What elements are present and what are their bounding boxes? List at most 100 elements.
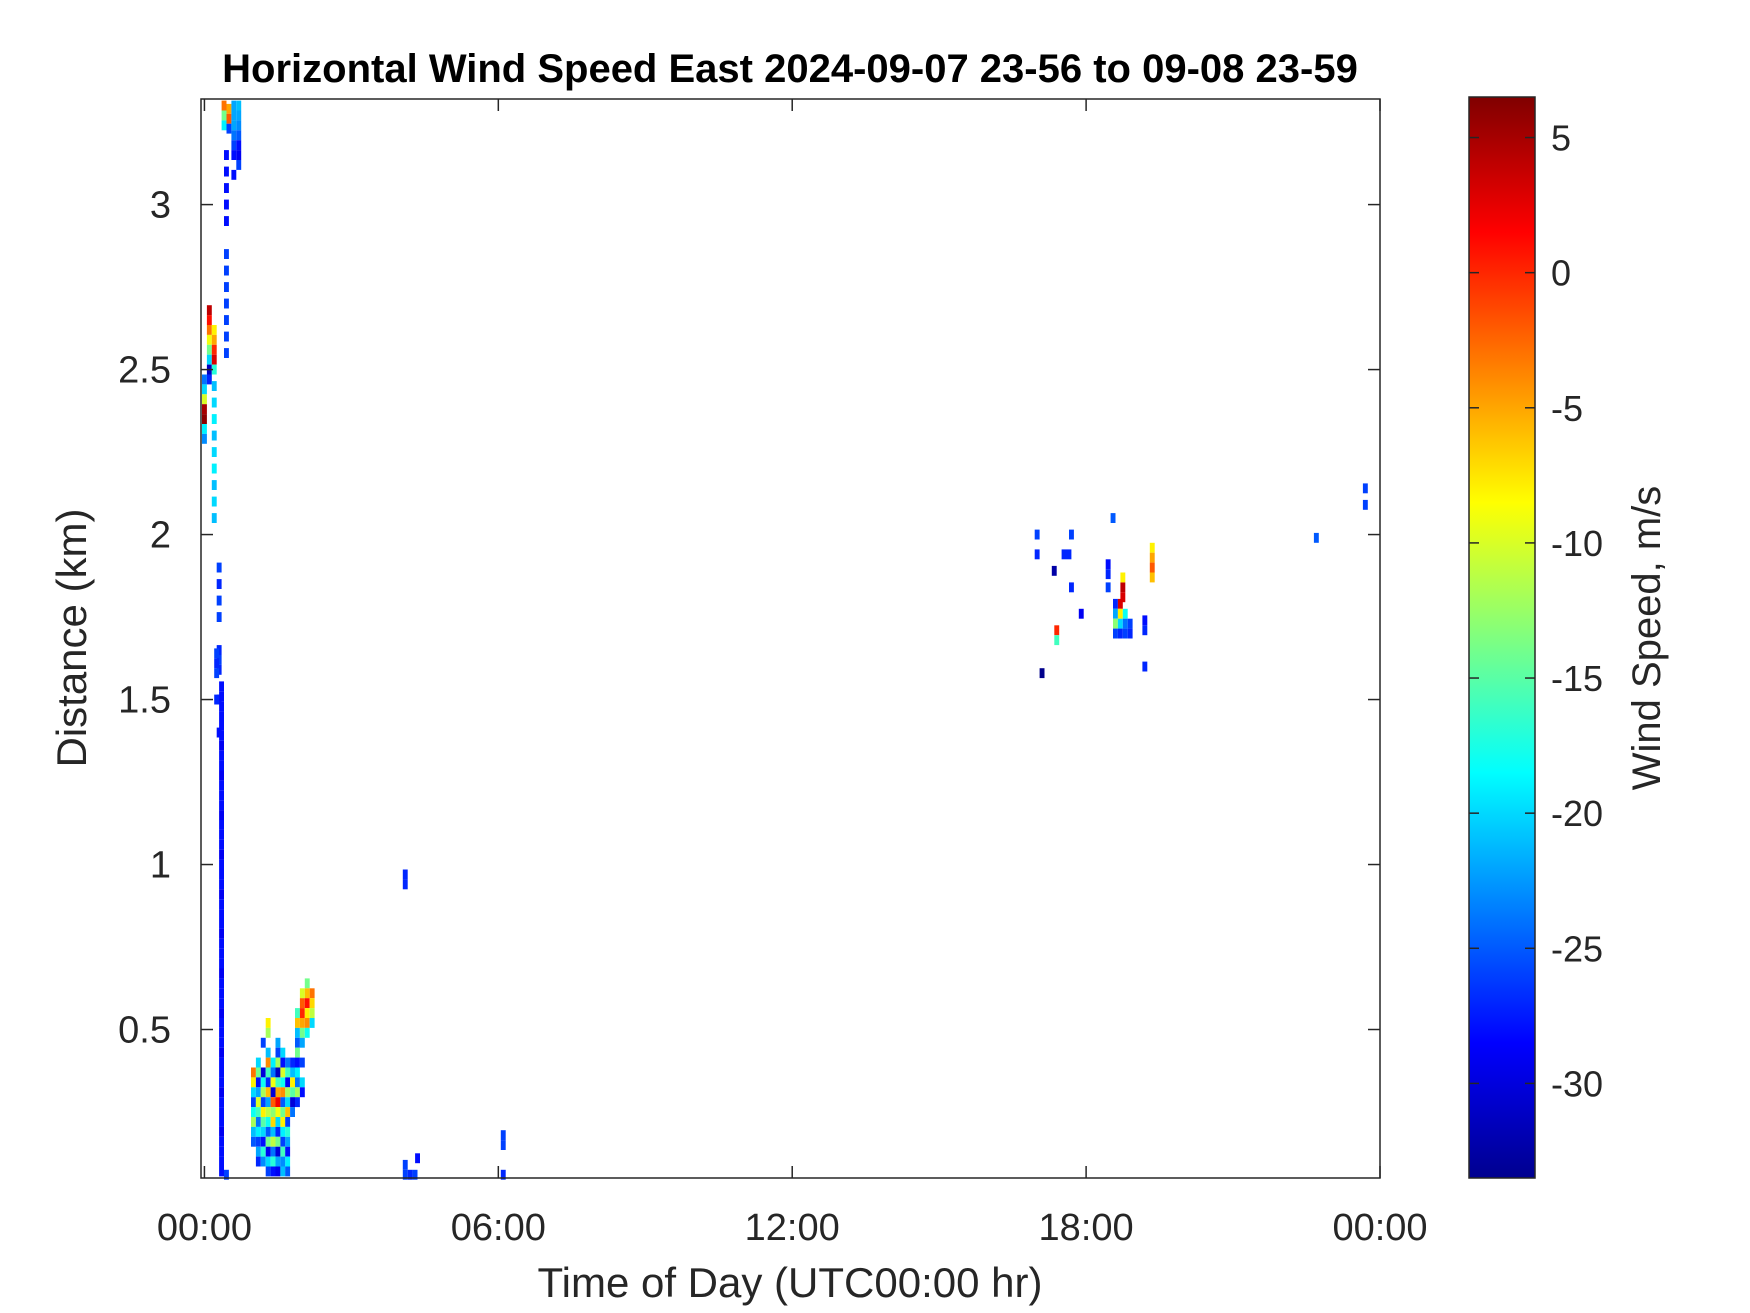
heatmap-cell: [251, 1126, 256, 1137]
heatmap-cells: [202, 100, 1368, 1180]
heatmap-cell: [265, 1146, 271, 1157]
heatmap-cell: [219, 849, 224, 860]
heatmap-cell: [216, 664, 222, 675]
heatmap-cell: [219, 711, 224, 721]
heatmap-cell: [285, 1166, 291, 1177]
heatmap-cell: [211, 325, 217, 335]
heatmap-cell: [285, 1117, 291, 1127]
heatmap-cell: [1113, 618, 1118, 629]
heatmap-cell: [214, 658, 220, 669]
y-axis-label: Distance (km): [48, 508, 95, 767]
heatmap-cell: [236, 130, 242, 141]
heatmap-cell: [299, 1008, 305, 1018]
colorbar-tick-label: -5: [1551, 388, 1583, 429]
heatmap-cell: [219, 839, 224, 850]
heatmap-cell: [236, 100, 242, 111]
heatmap-cell: [270, 1087, 276, 1098]
heatmap-cell: [214, 694, 220, 705]
heatmap-cell: [299, 1057, 305, 1068]
heatmap-cell: [236, 150, 242, 160]
heatmap-cell: [1142, 615, 1148, 626]
y-tick-label: 0.5: [118, 1010, 171, 1052]
heatmap-cell: [1313, 532, 1319, 543]
x-tick-label: 12:00: [745, 1207, 840, 1249]
heatmap-cell: [275, 1057, 281, 1068]
y-tick-label: 1.5: [118, 680, 171, 722]
heatmap-cell: [219, 770, 224, 781]
heatmap-cell: [1051, 565, 1057, 576]
heatmap-cell: [219, 1126, 224, 1137]
heatmap-cell: [260, 1077, 266, 1088]
heatmap-cell: [219, 909, 224, 919]
heatmap-cell: [285, 1087, 291, 1098]
heatmap-cell: [309, 1018, 315, 1028]
heatmap-cell: [219, 938, 224, 949]
heatmap-cell: [295, 1077, 300, 1088]
heatmap-cell: [255, 1087, 261, 1098]
heatmap-cell: [285, 1057, 291, 1068]
heatmap-cell: [219, 1027, 224, 1038]
heatmap-cell: [206, 334, 212, 345]
heatmap-cell: [304, 998, 310, 1009]
heatmap-cell: [1054, 625, 1060, 636]
heatmap-cell: [295, 1067, 300, 1078]
heatmap-cell: [265, 1117, 271, 1127]
heatmap-cell: [260, 1126, 266, 1137]
colorbar-label: Wind Speed, m/s: [1625, 486, 1669, 791]
heatmap-cell: [402, 1169, 408, 1180]
heatmap-cell: [265, 1067, 271, 1078]
heatmap-cell: [270, 1097, 276, 1108]
heatmap-cell: [295, 1008, 300, 1018]
heatmap-cell: [214, 648, 220, 659]
x-tick-label: 06:00: [451, 1207, 546, 1249]
heatmap-cell: [1120, 592, 1126, 603]
heatmap-cell: [260, 1146, 266, 1157]
heatmap-cell: [219, 1057, 224, 1068]
heatmap-cell: [299, 1018, 305, 1028]
heatmap-cell: [211, 430, 217, 441]
heatmap-cell: [219, 1037, 224, 1048]
heatmap-cell: [280, 1077, 286, 1088]
heatmap-cell: [285, 1136, 291, 1147]
heatmap-cell: [231, 150, 237, 160]
heatmap-cell: [1034, 529, 1040, 540]
heatmap-cell: [280, 1097, 286, 1108]
heatmap-cell: [290, 1107, 295, 1117]
heatmap-cell: [251, 1136, 256, 1147]
colorbar-tick-label: -25: [1551, 928, 1603, 969]
heatmap-cell: [211, 364, 217, 375]
heatmap-cell: [219, 1166, 224, 1177]
colorbar-tick-label: 0: [1551, 253, 1571, 294]
y-tick-label: 3: [150, 185, 171, 227]
heatmap-cell: [1142, 625, 1148, 636]
heatmap-cell: [211, 354, 217, 365]
heatmap-cell: [231, 120, 237, 131]
heatmap-cell: [219, 859, 224, 870]
heatmap-cell: [219, 1067, 224, 1078]
heatmap-cell: [219, 681, 224, 692]
heatmap-cell: [260, 1067, 266, 1078]
heatmap-cell: [1122, 618, 1128, 629]
heatmap-cell: [1078, 608, 1084, 619]
heatmap-cell: [275, 1136, 281, 1147]
heatmap-cell: [219, 1107, 224, 1117]
heatmap-cell: [231, 140, 237, 151]
heatmap-cell: [295, 1027, 300, 1038]
heatmap-cell: [295, 1097, 300, 1108]
heatmap-cell: [219, 790, 224, 801]
heatmap-cell: [219, 829, 224, 840]
heatmap-cell: [206, 344, 212, 355]
heatmap-cell: [265, 1047, 271, 1058]
heatmap-cell: [255, 1067, 261, 1078]
heatmap-cell: [219, 691, 224, 702]
heatmap-cell: [236, 140, 242, 151]
heatmap-cell: [265, 1097, 271, 1108]
heatmap-cell: [290, 1097, 295, 1108]
heatmap-cell: [224, 315, 229, 325]
heatmap-cell: [260, 1097, 266, 1108]
heatmap-cell: [285, 1067, 291, 1078]
heatmap-cell: [265, 1027, 271, 1038]
heatmap-cell: [219, 1047, 224, 1058]
heatmap-cell: [202, 414, 207, 424]
